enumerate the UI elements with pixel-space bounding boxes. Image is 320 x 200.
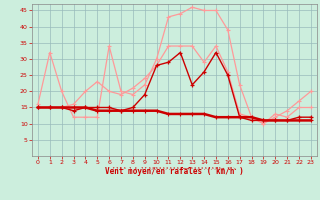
- Text: ↑↑↑↗  ↑  ↖  ↑↑↗↗↗↗↗↗↗↗↗↗→→↗↗↗↗↗↗↗↗↗→  ↘  ↘: ↑↑↑↗ ↑ ↖ ↑↑↗↗↗↗↗↗↗↗↗↗→→↗↗↗↗↗↗↗↗↗→ ↘ ↘: [112, 167, 237, 171]
- X-axis label: Vent moyen/en rafales ( km/h ): Vent moyen/en rafales ( km/h ): [105, 167, 244, 176]
